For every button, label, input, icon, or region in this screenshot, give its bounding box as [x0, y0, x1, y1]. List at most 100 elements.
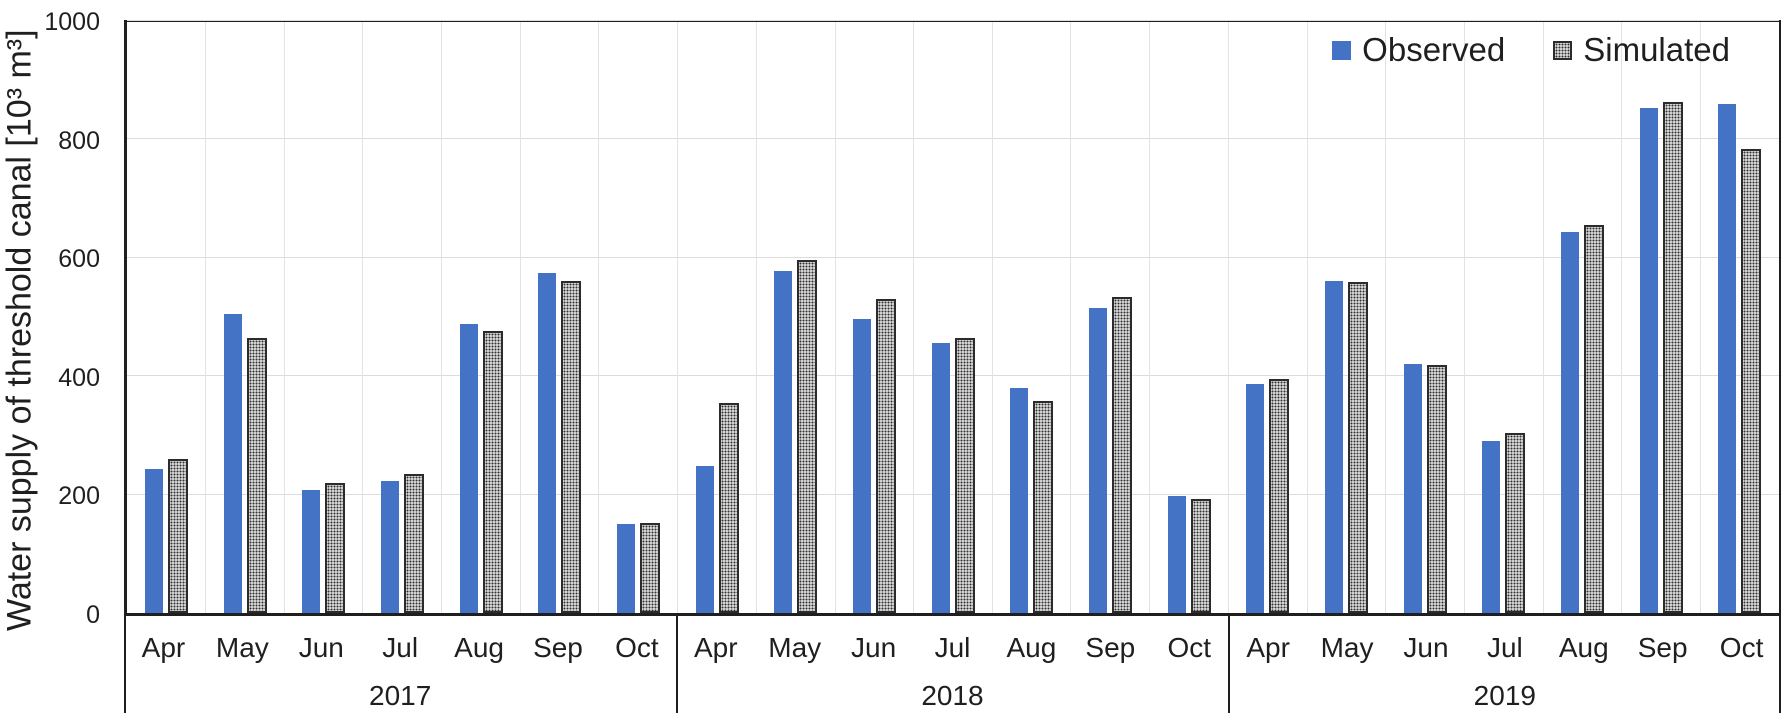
bar-observed-2018-Aug — [1010, 387, 1029, 613]
month-label-2019-Aug: Aug — [1558, 632, 1609, 663]
month-label-2019-Jul: Jul — [1486, 632, 1523, 663]
bar-simulated-2019-Apr — [1269, 379, 1290, 613]
bar-simulated-2018-Sep — [1111, 296, 1132, 613]
month-group-2018-Sep — [1071, 22, 1150, 613]
year-label-2019: 2019 — [1473, 680, 1536, 711]
bar-observed-2017-Oct — [616, 524, 635, 613]
v-gridline — [1306, 22, 1308, 613]
month-label-2017-Oct: Oct — [615, 632, 659, 663]
h-gridline-600 — [127, 256, 1779, 258]
bar-observed-2019-Apr — [1246, 383, 1265, 613]
year-label-2017: 2017 — [369, 680, 432, 711]
bar-observed-2017-Jul — [380, 480, 399, 613]
y-tick-label-400: 400 — [58, 363, 100, 392]
year-divider — [124, 615, 126, 713]
bar-simulated-2018-Jun — [875, 298, 896, 613]
month-label-2018-Jun: Jun — [851, 632, 897, 663]
bar-observed-2018-Jul — [931, 343, 950, 613]
month-label-2019-Apr: Apr — [1246, 632, 1290, 663]
month-label-2017-Aug: Aug — [454, 632, 504, 663]
bar-simulated-2019-Jun — [1426, 365, 1447, 613]
v-gridline — [755, 22, 757, 613]
year-divider — [1228, 615, 1230, 713]
y-axis-title: Water supply of threshold canal [10³ m³] — [0, 29, 39, 631]
v-gridline — [1227, 22, 1229, 613]
month-group-2018-Jun — [835, 22, 914, 613]
month-group-2018-May — [756, 22, 835, 613]
bar-simulated-2019-May — [1347, 282, 1368, 613]
bar-observed-2019-Jul — [1482, 441, 1501, 613]
v-gridline — [1542, 22, 1544, 613]
v-gridline — [1463, 22, 1465, 613]
bar-simulated-2019-Oct — [1741, 149, 1762, 613]
month-group-2019-Oct — [1700, 22, 1779, 613]
bar-simulated-2018-Jul — [954, 338, 975, 613]
month-group-2017-Oct — [599, 22, 678, 613]
month-label-2018-Sep: Sep — [1085, 632, 1136, 663]
bar-observed-2019-Jun — [1403, 363, 1422, 613]
year-label-2018: 2018 — [921, 680, 984, 711]
bar-observed-2017-Sep — [538, 272, 557, 613]
month-group-2017-Apr — [127, 22, 206, 613]
month-label-2018-Jul: Jul — [934, 632, 971, 663]
observed-swatch-icon — [1332, 40, 1352, 60]
v-gridline — [283, 22, 285, 613]
month-group-2019-Jul — [1464, 22, 1543, 613]
y-tick-label-800: 800 — [58, 126, 100, 155]
month-group-2019-May — [1307, 22, 1386, 613]
v-gridline — [1699, 22, 1701, 613]
month-group-2017-Aug — [442, 22, 521, 613]
legend-entry-simulated: Simulated — [1553, 31, 1730, 69]
month-group-2018-Jul — [914, 22, 993, 613]
h-gridline-800 — [127, 138, 1779, 140]
y-tick-label-1000: 1000 — [44, 8, 100, 36]
month-group-2017-Sep — [520, 22, 599, 613]
bar-observed-2018-Oct — [1167, 496, 1186, 613]
month-group-2017-Jun — [284, 22, 363, 613]
month-group-2017-May — [206, 22, 285, 613]
bar-observed-2019-Aug — [1560, 232, 1579, 613]
bar-simulated-2017-May — [246, 337, 267, 613]
bar-observed-2017-May — [223, 313, 242, 613]
month-label-2017-Jul: Jul — [382, 632, 419, 663]
bar-simulated-2017-Oct — [639, 522, 660, 613]
v-gridline — [519, 22, 521, 613]
v-gridline — [1385, 22, 1387, 613]
v-gridline — [598, 22, 600, 613]
legend-entry-observed: Observed — [1332, 31, 1505, 69]
month-group-2018-Oct — [1150, 22, 1229, 613]
year-axis-labels: 2017 2018 2019 — [124, 676, 1781, 716]
simulated-swatch-icon — [1553, 40, 1573, 60]
v-gridline — [991, 22, 993, 613]
legend: Observed Simulated — [1332, 30, 1730, 70]
legend-label-simulated: Simulated — [1583, 31, 1730, 68]
year-divider — [676, 615, 678, 713]
bar-simulated-2018-Apr — [718, 403, 739, 613]
bar-simulated-2017-Sep — [561, 280, 582, 613]
legend-label-observed: Observed — [1362, 31, 1506, 68]
gridlines-layer — [127, 19, 1779, 613]
bar-observed-2019-Oct — [1718, 104, 1737, 613]
month-group-2019-Apr — [1228, 22, 1307, 613]
month-label-2019-Sep: Sep — [1637, 632, 1688, 663]
h-gridline-400 — [127, 375, 1779, 377]
y-tick-label-200: 200 — [58, 482, 100, 511]
bar-simulated-2017-Jul — [403, 473, 424, 613]
month-group-2019-Jun — [1386, 22, 1465, 613]
bar-simulated-2017-Aug — [482, 331, 503, 613]
month-group-2019-Sep — [1622, 22, 1701, 613]
bar-observed-2019-May — [1324, 280, 1343, 613]
month-label-2019-Jun: Jun — [1403, 632, 1449, 663]
bar-observed-2018-Apr — [695, 465, 714, 613]
month-label-2017-Apr: Apr — [141, 632, 186, 663]
v-gridline — [362, 22, 364, 613]
y-tick-label-600: 600 — [58, 245, 100, 274]
v-gridline — [441, 22, 443, 613]
v-gridline — [1070, 22, 1072, 613]
y-tick-label-0: 0 — [86, 601, 100, 629]
bar-simulated-2017-Jun — [325, 482, 346, 613]
month-group-2018-Apr — [678, 22, 757, 613]
month-label-2018-Apr: Apr — [694, 632, 738, 663]
bar-simulated-2019-Sep — [1662, 101, 1683, 613]
